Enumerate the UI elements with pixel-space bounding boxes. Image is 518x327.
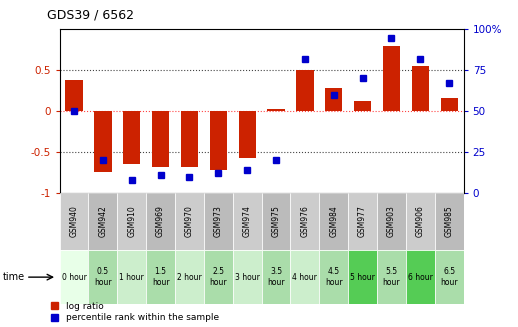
Text: 0 hour: 0 hour [62,273,87,282]
Bar [348,250,377,304]
Bar [435,250,464,304]
Text: GSM910: GSM910 [127,206,136,237]
Bar [406,250,435,304]
Bar [325,88,342,111]
Bar [238,111,256,158]
Bar [181,111,198,167]
Bar [210,111,227,170]
Bar [377,193,406,250]
Bar [89,250,117,304]
Text: GSM984: GSM984 [329,206,338,237]
Text: GSM903: GSM903 [387,206,396,237]
Bar [60,250,89,304]
Bar [117,250,146,304]
Bar [94,111,111,173]
Bar [348,193,377,250]
Text: GDS39 / 6562: GDS39 / 6562 [47,8,134,21]
Text: GSM976: GSM976 [300,206,309,237]
Text: GSM985: GSM985 [444,206,454,237]
Text: 3.5
hour: 3.5 hour [267,267,285,287]
Bar [267,109,285,111]
Bar [262,250,291,304]
Text: GSM940: GSM940 [69,206,79,237]
Text: GSM969: GSM969 [156,206,165,237]
Text: 0.5
hour: 0.5 hour [94,267,112,287]
Text: 1.5
hour: 1.5 hour [152,267,169,287]
Bar [233,250,262,304]
Bar [60,193,89,250]
Bar [319,250,348,304]
Text: 6 hour: 6 hour [408,273,433,282]
Bar [89,193,117,250]
Text: 4 hour: 4 hour [293,273,318,282]
Bar [117,193,146,250]
Bar [146,250,175,304]
Text: GSM975: GSM975 [271,206,281,237]
Bar [291,193,319,250]
Text: GSM974: GSM974 [242,206,252,237]
Text: 5.5
hour: 5.5 hour [383,267,400,287]
Text: GSM970: GSM970 [185,206,194,237]
Text: 6.5
hour: 6.5 hour [440,267,458,287]
Text: 4.5
hour: 4.5 hour [325,267,342,287]
Bar [146,193,175,250]
Bar [175,193,204,250]
Bar [65,80,83,111]
Bar [354,101,371,111]
Bar [204,193,233,250]
Bar [152,111,169,167]
Bar [296,70,313,111]
Text: GSM973: GSM973 [214,206,223,237]
Bar [440,98,458,111]
Text: 2.5
hour: 2.5 hour [209,267,227,287]
Bar [123,111,140,164]
Bar [406,193,435,250]
Bar [377,250,406,304]
Bar [233,193,262,250]
Text: 1 hour: 1 hour [119,273,144,282]
Text: GSM977: GSM977 [358,206,367,237]
Bar [319,193,348,250]
Bar [204,250,233,304]
Bar [175,250,204,304]
Text: 2 hour: 2 hour [177,273,202,282]
Text: 3 hour: 3 hour [235,273,260,282]
Text: GSM942: GSM942 [98,206,107,237]
Bar [383,46,400,111]
Text: time: time [3,272,25,282]
Bar [435,193,464,250]
Bar [262,193,291,250]
Text: GSM906: GSM906 [416,206,425,237]
Bar [412,66,429,111]
Legend: log ratio, percentile rank within the sample: log ratio, percentile rank within the sa… [51,302,219,322]
Bar [291,250,319,304]
Text: 5 hour: 5 hour [350,273,375,282]
